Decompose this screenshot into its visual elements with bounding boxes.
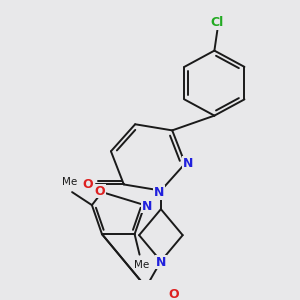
Text: N: N — [154, 186, 164, 199]
Text: O: O — [169, 288, 179, 300]
Text: N: N — [142, 200, 152, 212]
Text: N: N — [156, 256, 166, 268]
Text: Me: Me — [134, 260, 149, 270]
Text: N: N — [183, 157, 193, 170]
Text: O: O — [83, 178, 94, 191]
Text: O: O — [95, 185, 105, 198]
Text: Me: Me — [62, 176, 78, 187]
Text: Cl: Cl — [211, 16, 224, 29]
